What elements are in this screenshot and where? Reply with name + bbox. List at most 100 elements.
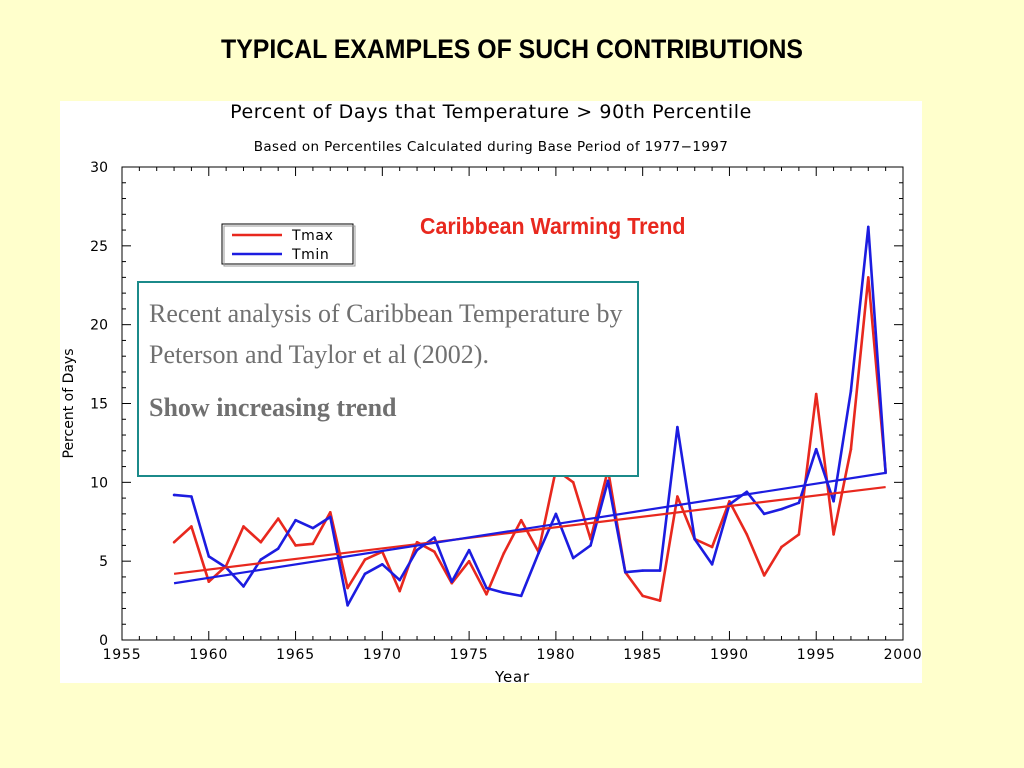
data-point-tmin	[866, 225, 870, 229]
legend-label-tmax: Tmax	[291, 228, 333, 244]
data-point-tmax	[207, 580, 211, 583]
data-point-tmin	[606, 479, 610, 483]
x-tick-label: 1965	[276, 647, 315, 663]
data-point-tmax	[467, 559, 471, 563]
y-tick-label: 30	[90, 160, 108, 176]
data-point-tmin	[381, 563, 384, 566]
data-point-tmin	[467, 548, 471, 552]
data-point-tmin	[328, 515, 332, 519]
data-point-tmin	[485, 586, 488, 590]
slide-title: TYPICAL EXAMPLES OF SUCH CONTRIBUTIONS	[221, 34, 803, 64]
x-tick-label: 1970	[363, 647, 402, 663]
data-point-tmin	[311, 526, 315, 530]
data-point-tmin	[571, 556, 575, 560]
x-tick-label: 1990	[710, 647, 749, 663]
x-axis-label: Year	[494, 668, 530, 683]
data-point-tmin	[190, 495, 193, 498]
y-tick-label: 5	[99, 554, 108, 570]
data-point-tmax	[710, 545, 714, 549]
data-point-tmin	[172, 493, 176, 497]
data-point-tmax	[172, 540, 176, 544]
data-point-tmax	[832, 533, 835, 536]
y-axis-label: Percent of Days	[61, 348, 77, 458]
x-tick-label: 1975	[450, 647, 489, 663]
data-point-tmax	[866, 276, 870, 279]
chart-svg: Percent of Days that Temperature > 90th …	[61, 101, 922, 683]
chart-subtitle: Based on Percentiles Calculated during B…	[254, 139, 729, 155]
callout-box: Recent analysis of Caribbean Temperature…	[137, 281, 639, 477]
data-point-tmin	[294, 518, 297, 522]
data-point-tmax	[571, 481, 575, 484]
data-point-tmin	[849, 389, 853, 393]
data-point-tmin	[797, 501, 801, 505]
data-point-tmin	[589, 544, 592, 547]
data-point-tmax	[415, 540, 419, 544]
y-tick-label: 10	[90, 475, 108, 491]
data-point-tmin	[710, 563, 714, 566]
data-point-tmin	[554, 512, 558, 516]
data-point-tmin	[415, 548, 419, 552]
x-tick-label: 1995	[797, 647, 836, 663]
data-point-tmax	[728, 499, 731, 503]
y-tick-label: 25	[90, 239, 108, 255]
chart-title: Percent of Days that Temperature > 90th …	[230, 101, 752, 123]
data-point-tmax	[276, 517, 280, 520]
data-point-tmax	[485, 592, 488, 596]
y-tick-label: 0	[99, 633, 108, 649]
trend-line-tmin	[173, 471, 886, 585]
data-point-tmax	[658, 599, 662, 602]
data-point-tmax	[814, 392, 818, 396]
data-point-tmax	[311, 542, 315, 546]
data-point-tmax	[519, 518, 523, 522]
data-point-tmin	[624, 570, 627, 574]
data-point-tmax	[502, 551, 506, 555]
legend-shadow	[223, 225, 356, 267]
x-tick-label: 2000	[884, 647, 922, 663]
data-point-tmax	[745, 533, 749, 536]
data-point-tmax	[797, 533, 801, 536]
data-point-tmin	[346, 604, 349, 607]
data-point-tmax	[294, 544, 297, 547]
trend-line-tmax	[173, 485, 886, 575]
data-point-tmin	[207, 555, 211, 558]
x-tick-label: 1985	[623, 647, 662, 663]
data-point-tmin	[450, 580, 454, 583]
data-point-tmin	[832, 499, 835, 503]
data-point-tmin	[502, 591, 506, 594]
data-point-tmax	[780, 545, 783, 549]
data-point-tmin	[363, 572, 367, 576]
callout-emphasis: Show increasing trend	[149, 393, 397, 422]
data-point-tmin	[780, 507, 783, 511]
y-tick-label: 20	[90, 318, 108, 334]
x-tick-label: 1960	[189, 647, 228, 663]
legend-box	[221, 223, 354, 265]
data-point-tmax	[762, 574, 766, 577]
data-point-tmin	[658, 569, 662, 572]
x-tick-label: 1955	[103, 647, 142, 663]
warming-trend-annotation: Caribbean Warming Trend	[420, 213, 686, 239]
data-point-tmax	[641, 594, 644, 598]
data-point-tmax	[242, 525, 245, 528]
data-point-tmin	[814, 447, 818, 451]
data-point-tmax	[849, 447, 853, 451]
data-point-tmin	[762, 512, 766, 516]
data-point-tmax	[676, 495, 679, 498]
data-point-tmin	[398, 578, 401, 582]
data-point-tmin	[433, 536, 436, 539]
y-tick-label: 15	[90, 397, 108, 413]
data-point-tmax	[328, 510, 332, 514]
data-point-tmin	[242, 585, 245, 588]
x-tick-label: 1980	[536, 647, 575, 663]
data-point-tmax	[346, 586, 349, 590]
data-point-tmin	[745, 490, 749, 494]
data-point-tmax	[398, 589, 401, 593]
series-line-tmin	[173, 225, 887, 607]
data-point-tmin	[259, 558, 263, 561]
data-point-tmin	[641, 569, 644, 572]
data-point-tmax	[259, 540, 263, 544]
data-point-tmin	[676, 425, 679, 429]
data-point-tmax	[433, 550, 436, 554]
series-line-tmax	[173, 276, 887, 602]
data-point-tmin	[276, 547, 280, 550]
legend-label-tmin: Tmin	[291, 247, 329, 263]
